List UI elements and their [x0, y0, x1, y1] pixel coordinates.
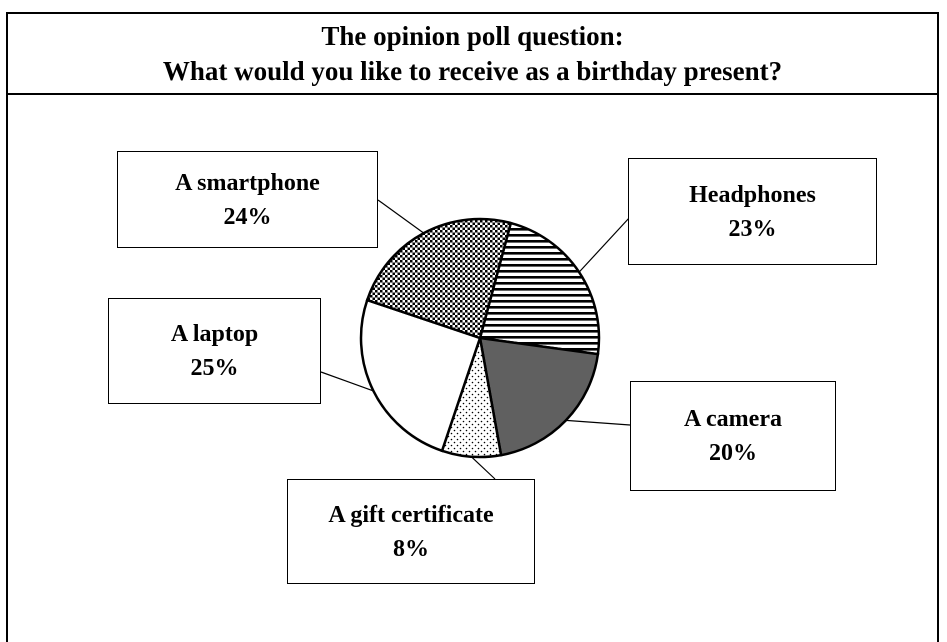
pie-slice-headphones — [478, 221, 601, 356]
callout-laptop-label: A laptop — [170, 321, 259, 347]
callout-camera-label: A camera — [684, 406, 782, 432]
callout-laptop: A laptop 25% — [108, 298, 321, 404]
pie-slice-a-laptop — [359, 298, 482, 453]
callout-laptop-value: 25% — [190, 355, 239, 381]
callout-gift-certificate-label: A gift certificate — [328, 501, 494, 528]
chart-title-line-2: What would you like to receive as a birt… — [162, 55, 783, 86]
callout-headphones: Headphones 23% — [628, 158, 877, 265]
leader-line-a-camera — [565, 419, 631, 426]
chart-title-line-1: The opinion poll question: — [321, 20, 624, 51]
chart-frame: The opinion poll question: What would yo… — [6, 12, 939, 642]
callout-gift-certificate: A gift certificate 8% — [287, 479, 535, 584]
callout-smartphone-label: A smartphone — [175, 169, 320, 196]
callout-headphones-label: Headphones — [689, 181, 816, 208]
pie-slice-a-smartphone — [365, 217, 513, 340]
leader-line-a-smartphone — [377, 199, 425, 234]
leader-line-a-laptop — [320, 371, 374, 392]
chart-title: The opinion poll question: What would yo… — [8, 14, 937, 95]
callout-smartphone: A smartphone 24% — [117, 151, 378, 248]
callout-camera: A camera 20% — [630, 381, 836, 491]
callout-headphones-value: 23% — [728, 215, 777, 242]
pie-slice-a-camera — [478, 336, 600, 457]
callout-smartphone-value: 24% — [223, 203, 272, 230]
callout-camera-value: 20% — [709, 440, 757, 466]
leader-line-a-gift-certificate — [470, 456, 496, 480]
leader-line-headphones — [578, 216, 631, 273]
callout-gift-certificate-value: 8% — [393, 535, 429, 562]
